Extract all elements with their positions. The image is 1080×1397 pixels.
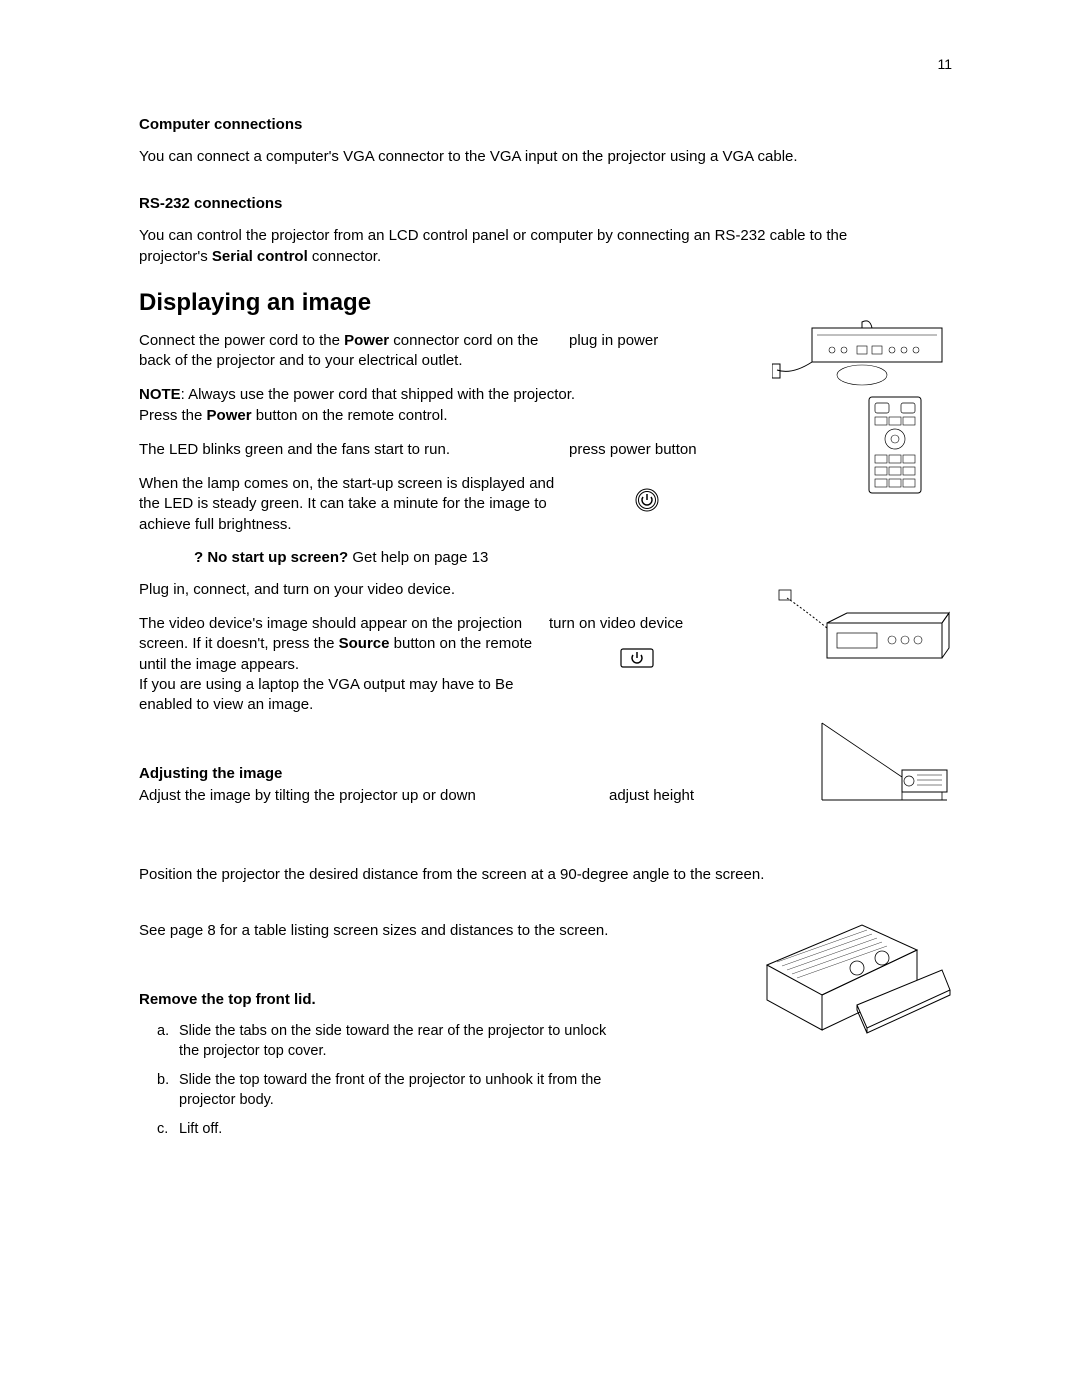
note-b-bold: Power [207,407,252,424]
source-button-icon [620,648,654,673]
caption-press-power: press power button [559,440,719,460]
position-text: Position the projector the desired dista… [139,865,899,885]
note-a: : Always use the power cord that shipped… [181,386,575,403]
power-button-icon [635,488,659,517]
list-item: a. Slide the tabs on the side toward the… [179,1022,619,1061]
heading-displaying-image: Displaying an image [139,289,899,317]
text-computer-connections: You can connect a computer's VGA connect… [139,147,899,167]
video-bold: Source [339,635,390,652]
caption-turn-on-video: turn on video device [539,614,699,634]
heading-computer-connections: Computer connections [139,116,899,133]
text-rs232: You can control the projector from an LC… [139,226,899,267]
caption-plug-in-power: plug in power [559,331,719,351]
list-text: Lift off. [179,1121,222,1137]
list-marker: b. [157,1071,169,1091]
step1-a: Connect the power cord to the [139,332,344,349]
projector-power-plug-diagram [772,320,952,395]
led-text: The LED blinks green and the fans start … [139,440,559,460]
remove-lid-diagram [752,910,952,1060]
remove-lid-list: a. Slide the tabs on the side toward the… [139,1022,619,1140]
note-row: NOTE: Always use the power cord that shi… [139,385,699,426]
page-container: 11 Computer connections You can connect … [0,0,1080,1210]
list-marker: c. [157,1120,168,1140]
adjust-height-diagram [817,715,952,805]
note-b-suffix: button on the remote control. [252,407,448,424]
list-item: b. Slide the top toward the front of the… [179,1071,619,1110]
note-b-prefix: Press the [139,407,207,424]
list-item: c. Lift off. [179,1120,619,1140]
step1-text: Connect the power cord to the Power conn… [139,331,559,372]
step1-bold: Power [344,332,389,349]
help-text: Get help on page 13 [348,549,488,566]
remote-control-diagram [865,395,925,495]
help-line: ? No start up screen? Get help on page 1… [194,549,899,566]
list-text: Slide the tabs on the side toward the re… [179,1023,606,1059]
adjust-text: Adjust the image by tilting the projecto… [139,786,599,806]
help-bold: ? No start up screen? [194,549,348,566]
note-label: NOTE [139,386,181,403]
lamp-text: When the lamp comes on, the start-up scr… [139,474,579,535]
page-number: 11 [937,56,952,72]
rs232-suffix: connector. [308,248,381,265]
rs232-bold: Serial control [212,248,308,265]
caption-adjust-height: adjust height [599,786,719,806]
row-led: The LED blinks green and the fans start … [139,440,899,460]
heading-rs232: RS-232 connections [139,195,899,212]
list-text: Slide the top toward the front of the pr… [179,1072,601,1108]
list-marker: a. [157,1022,169,1042]
heading-adjusting: Adjusting the image [139,765,899,782]
video-c: If you are using a laptop the VGA output… [139,676,513,713]
video-text: The video device's image should appear o… [139,614,539,715]
row-adjust: Adjust the image by tilting the projecto… [139,786,899,806]
video-device-diagram [777,588,952,678]
